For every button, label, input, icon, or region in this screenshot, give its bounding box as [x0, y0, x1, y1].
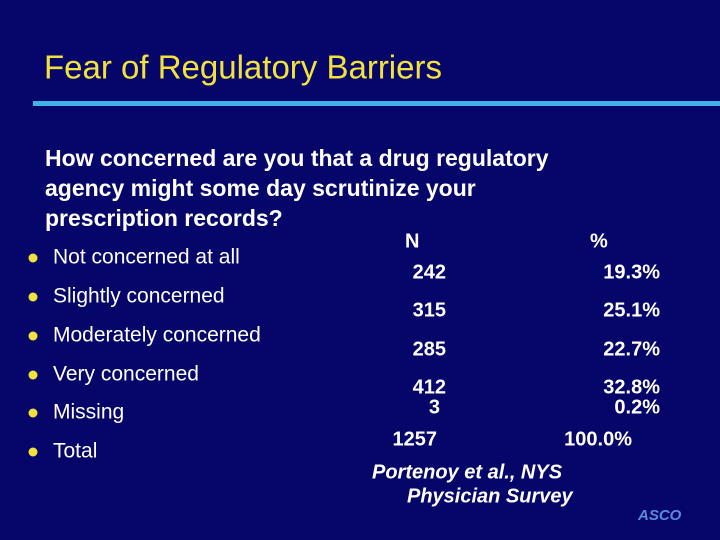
question-line: agency might some day scrutinize your	[45, 175, 476, 201]
citation: Physician Survey	[407, 485, 574, 507]
column-header: %	[590, 230, 608, 252]
count: 242	[413, 261, 446, 283]
count: 3	[429, 396, 440, 418]
row-label: Very concerned	[53, 363, 199, 386]
count: 412	[413, 376, 446, 398]
title-rule	[33, 101, 720, 106]
percent: 19.3%	[603, 261, 660, 283]
percent: 25.1%	[603, 299, 660, 321]
row-label: Total	[53, 440, 97, 463]
citation: Portenoy et al., NYS	[372, 461, 563, 483]
percent: 100.0%	[564, 428, 632, 450]
bullet	[28, 292, 38, 302]
row-label: Moderately concerned	[53, 324, 261, 347]
percent: 0.2%	[614, 396, 660, 418]
bullet	[28, 408, 38, 418]
count: 1257	[393, 428, 438, 450]
bullet	[28, 447, 38, 457]
question-line: How concerned are you that a drug regula…	[45, 145, 549, 171]
bullet	[28, 253, 38, 263]
row-label: Missing	[53, 401, 124, 424]
column-header: N	[405, 230, 419, 252]
bullet	[28, 370, 38, 380]
count: 285	[413, 338, 446, 360]
row-label: Not concerned at all	[53, 246, 240, 269]
percent: 32.8%	[603, 376, 660, 398]
question-line: prescription records?	[45, 205, 283, 231]
count: 315	[413, 299, 446, 321]
bullet	[28, 331, 38, 341]
row-label: Slightly concerned	[53, 285, 225, 308]
slide-title: Fear of Regulatory Barriers	[44, 49, 442, 86]
logo: ASCO	[637, 507, 682, 524]
percent: 22.7%	[603, 338, 660, 360]
